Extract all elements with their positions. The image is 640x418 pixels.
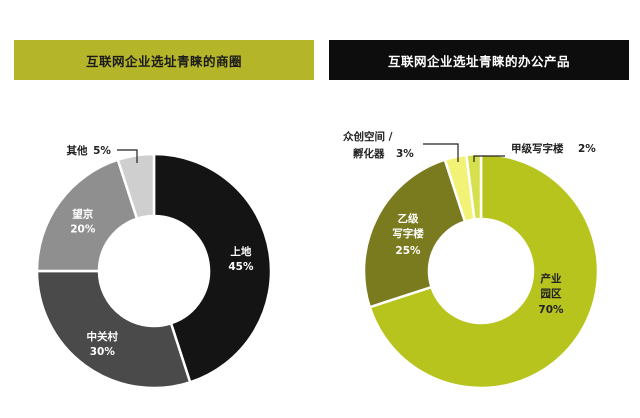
slice-percent: 20%	[70, 223, 96, 235]
donut-slice	[362, 158, 467, 309]
slice-label-external: 其他	[67, 144, 88, 157]
slice-percent-external: 5%	[93, 145, 111, 157]
leader-line	[423, 143, 459, 162]
slice-label: 中关村	[87, 330, 119, 343]
donut-slice	[368, 152, 600, 390]
slice-label-external: 甲级写字楼	[511, 142, 564, 155]
slice-label-external: 众创空间 /	[343, 130, 393, 143]
slice-percent: 45%	[228, 261, 254, 273]
slice-percent-external: 3%	[396, 148, 414, 160]
donut-chart-business-districts: 上地 45% 中关村 30% 望京 20% 其他 5%	[35, 144, 273, 390]
donut-slice	[116, 152, 156, 221]
chart-title-left: 互联网企业选址青睐的商圈	[14, 40, 314, 80]
donut-slice	[35, 269, 192, 390]
chart-title-right: 互联网企业选址青睐的办公产品	[329, 40, 629, 80]
leader-line	[473, 155, 505, 162]
slice-percent: 70%	[538, 304, 564, 316]
slice-percent: 25%	[395, 245, 421, 257]
slice-label: 望京	[72, 207, 93, 220]
slice-label: 产业	[541, 272, 562, 285]
donut-slice	[152, 152, 273, 384]
leader-line	[117, 149, 138, 163]
donut-slice	[464, 152, 483, 221]
slice-label-external: 孵化器	[353, 147, 385, 160]
slice-label: 乙级	[398, 212, 419, 225]
slice-label: 写字楼	[392, 227, 424, 240]
slice-label: 上地	[230, 245, 251, 258]
slice-percent: 30%	[90, 346, 116, 358]
slice-label: 园区	[541, 288, 562, 300]
slice-percent-external: 2%	[578, 143, 596, 155]
donut-slice	[35, 158, 139, 273]
